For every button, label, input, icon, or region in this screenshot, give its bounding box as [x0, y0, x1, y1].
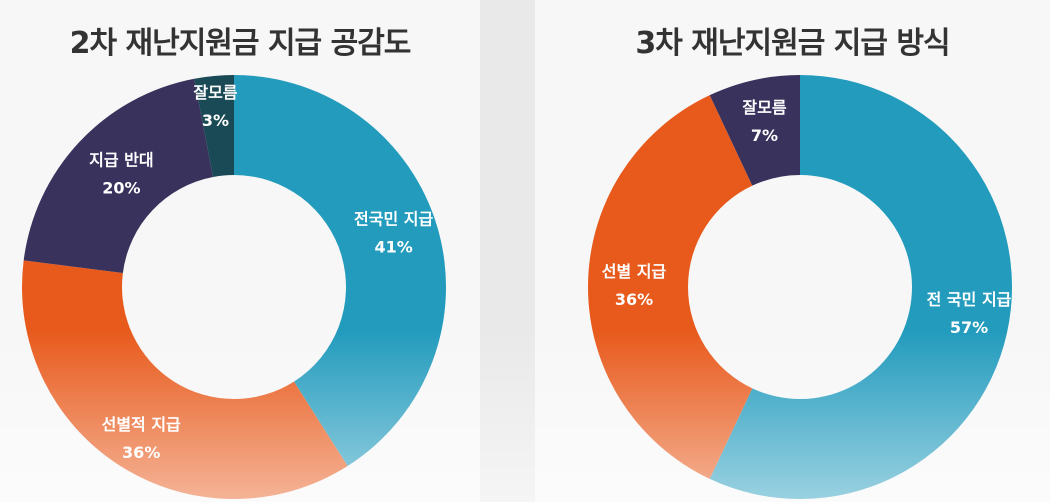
slice-category-label-1: 전 국민 지급	[927, 290, 1012, 309]
donut-slice-2	[588, 95, 753, 479]
slice-category-label-1: 전국민 지급	[354, 209, 433, 228]
slice-value-label-3: 7%	[751, 126, 778, 145]
donut-slice-3	[709, 75, 800, 186]
slice-category-label-2: 선별적 지급	[102, 415, 181, 434]
chart-panel-right: 3차 재난지원금 지급 방식 전 국민 지급 57% 선별 지급 36% 잘모름 7%	[535, 0, 1050, 502]
slice-value-label-3: 20%	[102, 178, 140, 197]
slice-value-label-2: 36%	[122, 443, 160, 462]
chart-title-right: 3차 재난지원금 지급 방식	[635, 26, 950, 61]
slice-category-label-3: 잘모름	[742, 98, 786, 117]
slice-value-label-1: 41%	[374, 237, 412, 256]
slice-category-label-3: 지급 반대	[89, 150, 153, 169]
donut-slice-4	[194, 75, 234, 177]
slice-category-label-4: 잘모름	[193, 83, 237, 102]
chart-title-left: 2차 재난지원금 지급 공감도	[69, 26, 412, 61]
donut-chart-left: 전국민 지급 41% 선별적 지급 36% 지급 반대 20% 잘모름 3%	[22, 75, 446, 499]
slice-value-label-2: 36%	[615, 290, 653, 309]
panel-divider	[480, 0, 535, 502]
slice-category-label-2: 선별 지급	[602, 262, 667, 281]
slice-value-label-1: 57%	[950, 318, 988, 337]
chart-panel-left: 2차 재난지원금 지급 공감도 전국민 지급 41% 선별적 지급 36% 지급 반대 2…	[0, 0, 480, 502]
donut-slice-3	[23, 78, 214, 273]
slice-value-label-4: 3%	[202, 111, 229, 130]
donut-chart-right: 전 국민 지급 57% 선별 지급 36% 잘모름 7%	[588, 75, 1013, 500]
